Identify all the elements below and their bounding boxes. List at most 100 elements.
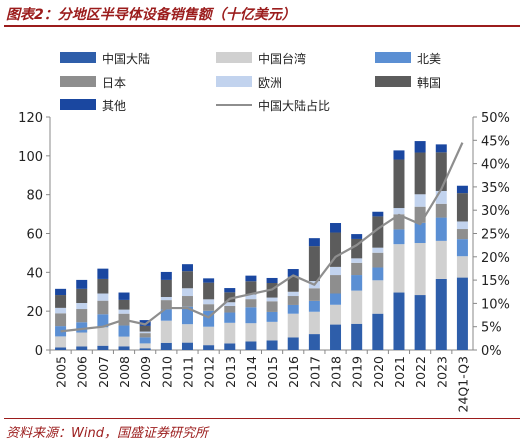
- x-tick-label: 2019: [350, 356, 365, 388]
- bar-segment: [330, 324, 342, 350]
- bar-segment: [55, 307, 67, 314]
- bar-segment: [372, 313, 384, 350]
- bar-segment: [287, 276, 299, 292]
- bar-segment: [330, 232, 342, 267]
- y-left-tick-label: 120: [18, 111, 43, 126]
- figure-source: 资料来源：Wind，国盛证券研究所: [6, 426, 208, 441]
- bar-segment: [181, 264, 193, 272]
- x-tick-label: 2013: [223, 356, 238, 388]
- bar-segment: [245, 323, 257, 342]
- bar-segment: [55, 347, 67, 350]
- bar-segment: [266, 340, 278, 350]
- legend-label: 其他: [102, 99, 126, 113]
- y-right-tick-label: 0%: [481, 344, 502, 359]
- x-tick-label: 2007: [96, 356, 111, 388]
- bar-segment: [393, 159, 405, 209]
- bar-segment: [287, 296, 299, 305]
- bar-segment: [266, 311, 278, 322]
- bar-segment: [245, 307, 257, 324]
- bar-segment: [308, 288, 320, 301]
- bar-segment: [224, 312, 236, 323]
- bar-segment: [160, 279, 172, 297]
- bar-segment: [139, 333, 151, 338]
- bar-segment: [76, 309, 88, 323]
- bar-segment: [245, 341, 257, 350]
- bar-segment: [393, 208, 405, 215]
- bar-segment: [330, 293, 342, 305]
- bar-segment: [224, 302, 236, 306]
- legend-swatch: [375, 52, 411, 63]
- bar-segment: [351, 234, 363, 239]
- bar-segment: [118, 309, 130, 314]
- bar-segment: [203, 304, 215, 311]
- bar-segment: [139, 343, 151, 349]
- x-tick-label: 2011: [180, 356, 195, 388]
- bar-segment: [435, 217, 447, 241]
- bar-segment: [456, 221, 468, 230]
- y-right-tick-label: 5%: [481, 321, 502, 336]
- bar-segment: [372, 247, 384, 253]
- bar-segment: [351, 258, 363, 263]
- x-tick-label: 2006: [75, 356, 90, 388]
- bar-segment: [139, 348, 151, 350]
- bar-segment: [118, 325, 130, 337]
- bar-segment: [456, 229, 468, 240]
- bar-segment: [203, 345, 215, 350]
- bar-segment: [245, 294, 257, 300]
- share-line-path: [60, 142, 464, 333]
- bar-segment: [393, 150, 405, 160]
- bar-segment: [330, 275, 342, 294]
- bar-segment: [245, 299, 257, 308]
- share-line: [60, 142, 464, 333]
- bar-segment: [351, 290, 363, 324]
- bar-segment: [456, 256, 468, 278]
- bar-segment: [372, 216, 384, 248]
- bars: [55, 141, 468, 350]
- bar-segment: [160, 271, 172, 280]
- bar-segment: [456, 277, 468, 350]
- x-tick-label: 2009: [138, 356, 153, 388]
- legend-swatch: [216, 76, 252, 87]
- x-tick-label: 2022: [413, 356, 428, 388]
- y-right-tick-label: 30%: [481, 204, 510, 219]
- bar-segment: [224, 305, 236, 313]
- bar-segment: [393, 229, 405, 245]
- bar-segment: [181, 324, 193, 343]
- x-tick-label: 2008: [117, 356, 132, 388]
- y-right-tick-label: 40%: [481, 158, 510, 173]
- x-tick-label: 2017: [307, 356, 322, 388]
- legend-label: 北美: [417, 52, 441, 66]
- bar-segment: [224, 288, 236, 293]
- bar-segment: [76, 322, 88, 333]
- x-tick-label: 2020: [371, 356, 386, 388]
- legend-label: 日本: [102, 76, 126, 90]
- bar-segment: [266, 297, 278, 302]
- bar-segment: [139, 325, 151, 332]
- legend-swatch: [60, 52, 96, 63]
- bar-segment: [181, 288, 193, 297]
- title-rule: [4, 25, 520, 27]
- x-tick-label: 2015: [265, 356, 280, 388]
- bar-segment: [76, 288, 88, 304]
- legend-label: 中国大陆: [102, 51, 150, 66]
- bar-segment: [435, 240, 447, 279]
- y-left-tick-label: 100: [18, 150, 43, 165]
- bar-segment: [287, 304, 299, 314]
- bar-segment: [308, 238, 320, 247]
- legend-label: 韩国: [417, 75, 441, 90]
- bar-segment: [287, 313, 299, 338]
- x-tick-label: 24Q1-Q3: [455, 356, 470, 412]
- bar-segment: [414, 206, 426, 223]
- bar-segment: [97, 300, 109, 315]
- bar-segment: [435, 203, 447, 218]
- bar-segment: [308, 334, 320, 350]
- bar-segment: [55, 295, 67, 308]
- bar-segment: [55, 313, 67, 327]
- bar-segment: [76, 346, 88, 350]
- bar-segment: [203, 278, 215, 283]
- bar-segment: [287, 337, 299, 350]
- bar-segment: [287, 269, 299, 277]
- bar-segment: [97, 314, 109, 328]
